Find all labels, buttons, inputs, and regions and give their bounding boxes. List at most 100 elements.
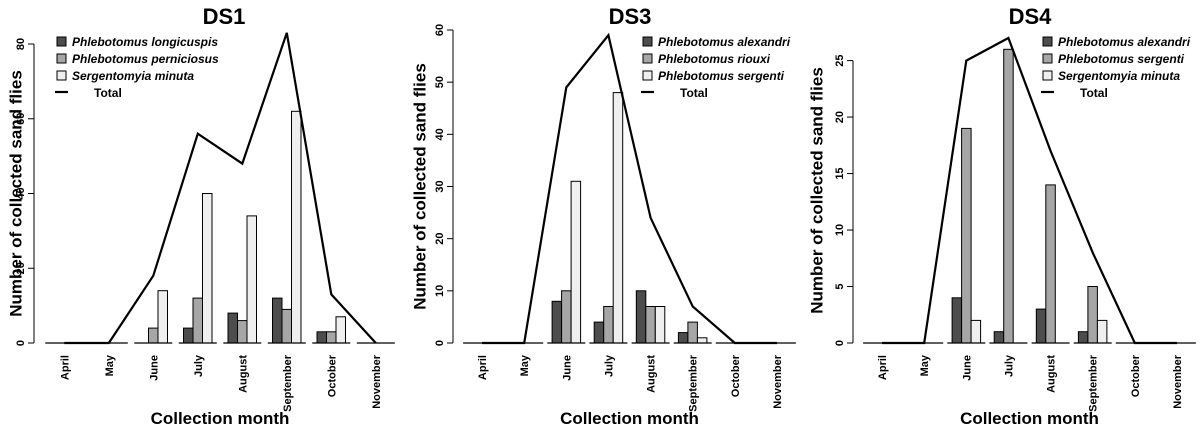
bar	[1077, 331, 1089, 344]
bar	[237, 320, 248, 344]
y-tick-label: 50	[434, 76, 446, 88]
x-tick-label: September	[1088, 354, 1100, 412]
x-tick-label: April	[477, 355, 489, 380]
y-tick-label: 20	[15, 262, 27, 274]
y-tick-label: 20	[834, 111, 846, 123]
legend-label: Phlebotomus riouxi	[658, 52, 771, 66]
legend: Phlebotomus longicuspis Phlebotomus perni…	[55, 35, 219, 100]
x-tick-label: July	[603, 354, 615, 377]
total-line	[882, 36, 1177, 345]
bar	[326, 331, 337, 344]
bar	[291, 110, 302, 344]
x-tick-label: June	[148, 355, 160, 381]
chart-title: DS1	[203, 4, 246, 29]
x-tick-label: October	[730, 354, 742, 397]
chart-title: DS4	[1009, 4, 1053, 29]
chart-panel-ds3: DS3 0 10 20 30 40 50 60 Number of collected sand…	[410, 4, 796, 428]
legend-label: Phlebotomus sergenti	[658, 69, 785, 83]
y-tick-label: 15	[834, 167, 846, 179]
y-tick-label: 30	[434, 180, 446, 192]
y-tick-label: 0	[434, 340, 446, 346]
x-axis-label: Collection month	[960, 409, 1099, 428]
x-tick-label: April	[59, 355, 71, 380]
bar	[157, 290, 168, 344]
legend-swatch	[1042, 36, 1053, 47]
bar	[246, 215, 257, 344]
legend-label: Phlebotomus perniciosus	[72, 52, 219, 66]
y-axis-label: Number of collected sand flies	[807, 67, 826, 314]
legend-label: Phlebotomus alexandri	[658, 35, 791, 49]
bar	[183, 327, 194, 344]
bar	[272, 297, 283, 344]
y-tick-label: 40	[15, 187, 27, 199]
total-line	[482, 32, 777, 345]
x-tick-label: May	[919, 354, 931, 376]
legend-label: Sergentomyia minuta	[72, 69, 194, 83]
y-tick-label: 25	[834, 54, 846, 66]
bar	[148, 327, 159, 344]
legend-swatch	[642, 70, 653, 81]
bar	[687, 321, 698, 344]
bar	[951, 297, 963, 344]
legend: Phlebotomus alexandri Phlebotomus riouxi P…	[641, 35, 791, 100]
x-tick-label: November	[1172, 354, 1184, 409]
x-tick-label: June	[561, 355, 573, 381]
x-tick-label: August	[237, 355, 249, 393]
bar	[1003, 48, 1014, 344]
bar	[281, 308, 292, 344]
legend-swatch	[642, 36, 653, 47]
x-tick-label: November	[371, 354, 383, 409]
legend-swatch	[56, 36, 67, 47]
x-tick-label: July	[193, 354, 205, 377]
bar	[227, 312, 238, 344]
legend: Phlebotomus alexandri Phlebotomus sergent…	[1041, 35, 1191, 100]
y-tick-label: 60	[434, 24, 446, 36]
y-tick-label: 20	[434, 233, 446, 245]
x-tick-label: July	[1003, 354, 1015, 377]
legend-swatch	[1042, 53, 1053, 64]
bar	[561, 290, 572, 344]
bar	[645, 306, 656, 344]
bar	[551, 300, 563, 344]
bar	[335, 316, 346, 344]
chart-panel-ds4: DS4 0 5 10 15 20 25 Number of collected sand fl…	[807, 4, 1196, 428]
y-tick-label: 10	[434, 285, 446, 297]
y-tick-label: 40	[434, 128, 446, 140]
x-tick-label: October	[1130, 354, 1142, 397]
bar	[961, 127, 972, 344]
bar	[570, 180, 582, 344]
bar	[1096, 319, 1108, 344]
bar	[593, 321, 605, 344]
x-tick-label: August	[1046, 355, 1058, 393]
legend-swatch	[642, 53, 653, 64]
y-tick-label: 0	[15, 340, 27, 346]
chart-panel-ds1: DS1 0 20 40 60 80 Number of collected sand fli…	[6, 4, 395, 428]
total-line	[64, 32, 377, 345]
legend-label: Phlebotomus alexandri	[1058, 35, 1191, 49]
bar	[1035, 308, 1047, 344]
bar	[654, 306, 666, 344]
bar	[612, 92, 624, 344]
bar	[316, 331, 327, 344]
x-tick-label: October	[326, 354, 338, 397]
y-tick-label: 60	[15, 113, 27, 125]
bar	[677, 332, 689, 344]
bar	[696, 337, 708, 344]
bar	[603, 306, 614, 344]
bar	[993, 331, 1005, 344]
bar	[970, 319, 982, 344]
chart-title: DS3	[609, 4, 652, 29]
legend-label: Phlebotomus sergenti	[1058, 52, 1185, 66]
bar	[1045, 184, 1056, 344]
x-axis-label: Collection month	[151, 409, 290, 428]
legend-label: Phlebotomus longicuspis	[72, 35, 218, 49]
bar	[1087, 286, 1098, 344]
y-axis-label: Number of collected sand flies	[410, 63, 429, 310]
y-tick-label: 5	[834, 283, 846, 289]
bar	[192, 297, 203, 344]
legend-swatch	[1042, 70, 1053, 81]
x-tick-label: June	[961, 355, 973, 381]
legend-total-label: Total	[94, 86, 122, 100]
x-tick-label: May	[104, 354, 116, 376]
